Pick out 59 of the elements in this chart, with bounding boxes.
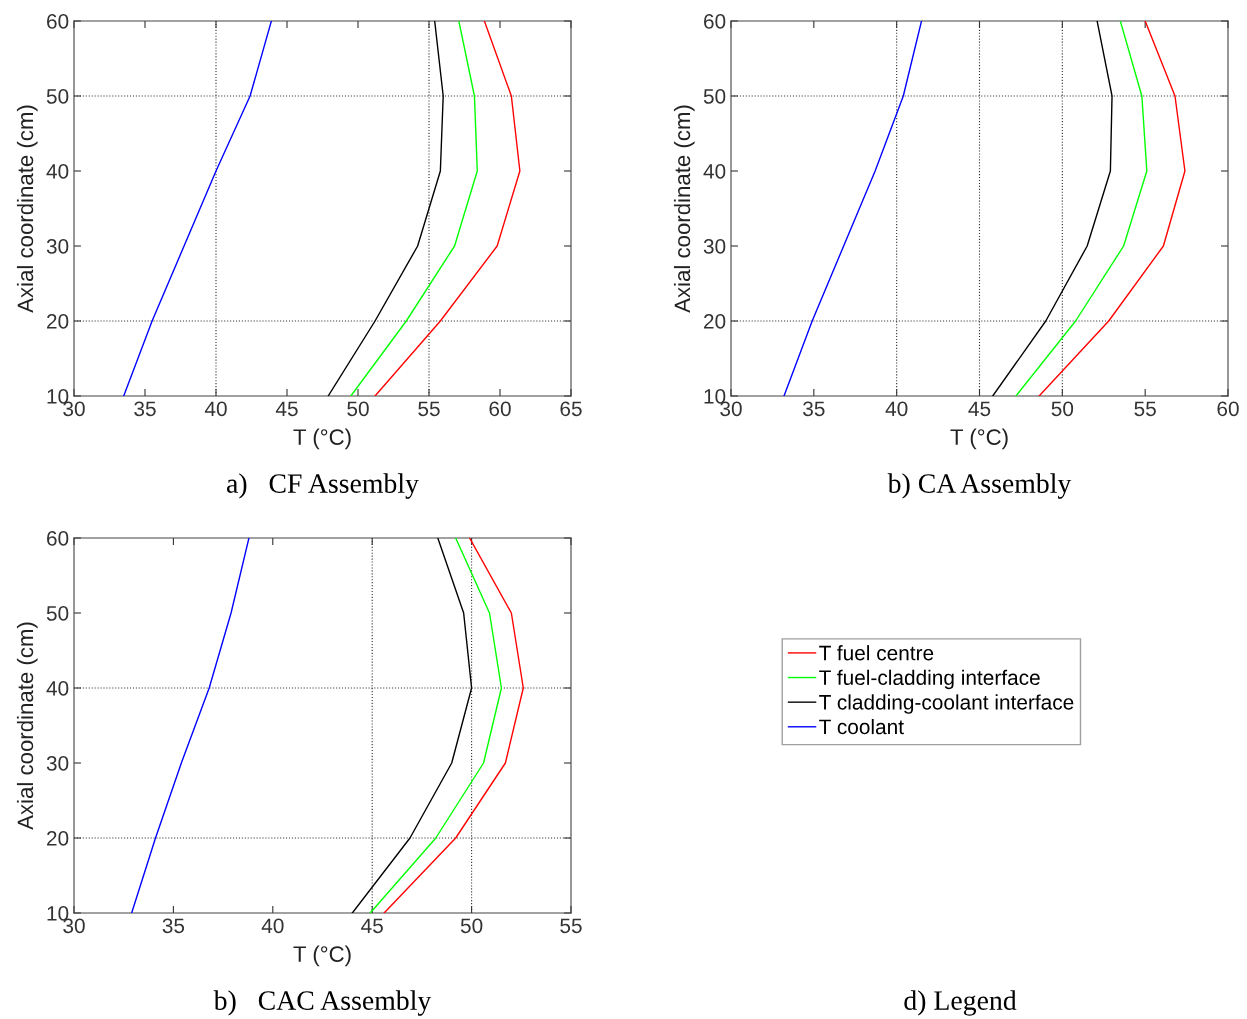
y-tick-label: 30: [46, 756, 69, 771]
y-tick-label: 60: [704, 14, 726, 29]
x-tick-label: 35: [803, 401, 825, 417]
x-axis-title: T (°C): [950, 428, 1008, 450]
y-tick-label: 40: [46, 681, 69, 696]
x-tick-label: 50: [1051, 401, 1074, 417]
legend-label: T cladding-coolant interface: [819, 694, 1074, 714]
x-tick-label: 55: [418, 401, 440, 417]
line-series: [351, 538, 473, 913]
line-series: [374, 21, 521, 396]
y-tick-label: 20: [704, 314, 726, 329]
line-series: [369, 538, 503, 913]
y-axis-title: Axial coordinate (cm): [16, 622, 38, 830]
y-tick-label: 30: [703, 239, 726, 254]
line-series: [130, 538, 250, 913]
x-tick-label: 65: [560, 401, 582, 417]
line-series: [992, 21, 1113, 396]
x-axis-title: T (°C): [293, 945, 351, 967]
x-axis-title: T (°C): [293, 428, 351, 450]
y-tick-label: 20: [47, 314, 69, 329]
x-tick-label: 45: [361, 918, 383, 934]
line-series: [1038, 21, 1186, 396]
y-tick-label: 60: [47, 531, 69, 546]
x-tick-label: 55: [560, 918, 582, 934]
line-series: [350, 21, 478, 396]
y-tick-label: 50: [703, 89, 726, 104]
x-tick-label: 60: [489, 401, 511, 417]
x-tick-label: 45: [968, 401, 991, 417]
x-tick-label: 55: [1134, 401, 1156, 417]
text: b) CAC Assembly: [213, 990, 432, 1016]
y-axis-title: Axial coordinate (cm): [673, 105, 695, 313]
x-tick-label: 45: [275, 401, 298, 417]
x-tick-label: 50: [347, 401, 369, 417]
line-series: [783, 21, 923, 396]
line-series: [123, 21, 273, 396]
legend-label: T fuel-cladding interface: [819, 669, 1040, 690]
y-tick-label: 40: [46, 164, 69, 179]
x-tick-label: 40: [204, 401, 227, 417]
x-tick-label: 60: [1217, 401, 1239, 417]
line-series: [1015, 21, 1148, 396]
x-tick-label: 50: [460, 918, 483, 934]
x-tick-label: 35: [134, 401, 156, 417]
y-tick-label: 60: [47, 14, 69, 29]
y-tick-label: 50: [46, 606, 69, 621]
text: b) CA Assembly: [887, 473, 1072, 499]
text: d) Legend: [904, 990, 1017, 1016]
y-tick-label: 30: [46, 239, 69, 254]
y-tick-label: 20: [47, 831, 69, 846]
text: a) CF Assembly: [227, 473, 419, 499]
line-series: [383, 538, 524, 913]
x-tick-label: 35: [162, 918, 185, 934]
y-tick-label: 40: [703, 164, 726, 179]
y-axis-title: Axial coordinate (cm): [16, 105, 38, 313]
legend-label: T fuel centre: [819, 645, 934, 661]
x-tick-label: 40: [885, 401, 908, 417]
y-tick-label: 50: [46, 89, 69, 104]
line-series: [327, 21, 444, 396]
x-tick-label: 40: [261, 918, 284, 934]
legend-label: T coolant: [819, 718, 904, 735]
